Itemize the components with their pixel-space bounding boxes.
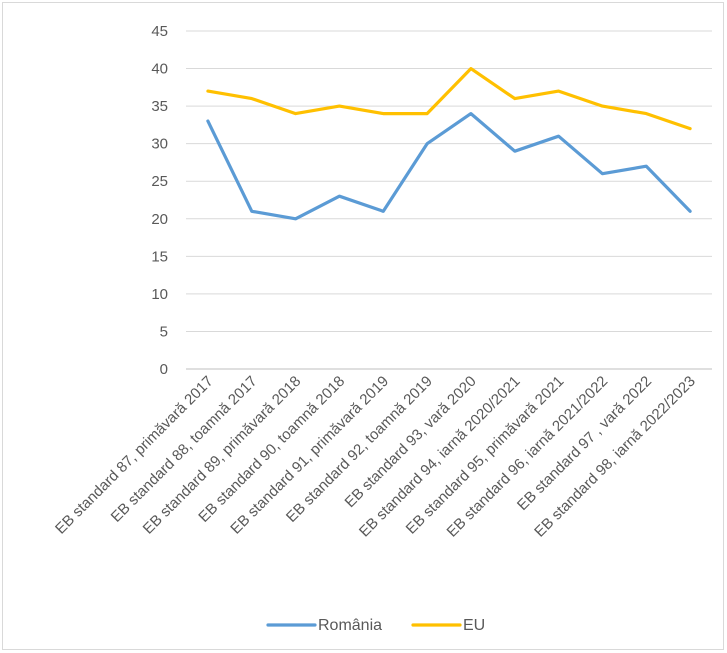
x-tick-label: EB standard 95, primăvară 2021: [403, 373, 568, 538]
y-tick-label: 10: [151, 286, 168, 303]
y-tick-label: 25: [151, 173, 168, 190]
y-tick-label: 40: [151, 61, 168, 78]
y-tick-label: 35: [151, 98, 168, 115]
y-tick-label: 0: [160, 361, 168, 378]
x-tick-label: EB standard 94, iarnă 2020/2021: [356, 373, 524, 541]
series-lines: [206, 66, 692, 221]
series-line-0: [206, 111, 692, 221]
x-tick-label: EB standard 96, iarnă 2021/2022: [444, 373, 612, 541]
grid-lines: [186, 30, 712, 332]
y-tick-label: 45: [151, 23, 168, 40]
x-tick-label: EB standard 91, primăvară 2019: [227, 373, 392, 538]
x-tick-label: EB standard 98, iarnă 2022/2023: [531, 373, 699, 541]
y-axis-tick-labels: 0 5 10 15 20 25 30 35 40 45: [151, 23, 168, 378]
legend-label: România: [318, 617, 382, 634]
y-tick-label: 15: [151, 248, 168, 265]
legend: România EU: [266, 617, 485, 634]
x-tick-label: EB standard 89, primăvară 2018: [140, 373, 305, 538]
y-tick-label: 20: [151, 211, 168, 228]
y-tick-label: 5: [160, 323, 168, 340]
x-tick-label: EB standard 87, primăvară 2017: [52, 373, 217, 538]
legend-label: EU: [463, 617, 485, 634]
y-tick-label: 30: [151, 136, 168, 153]
series-line-1: [206, 66, 692, 131]
